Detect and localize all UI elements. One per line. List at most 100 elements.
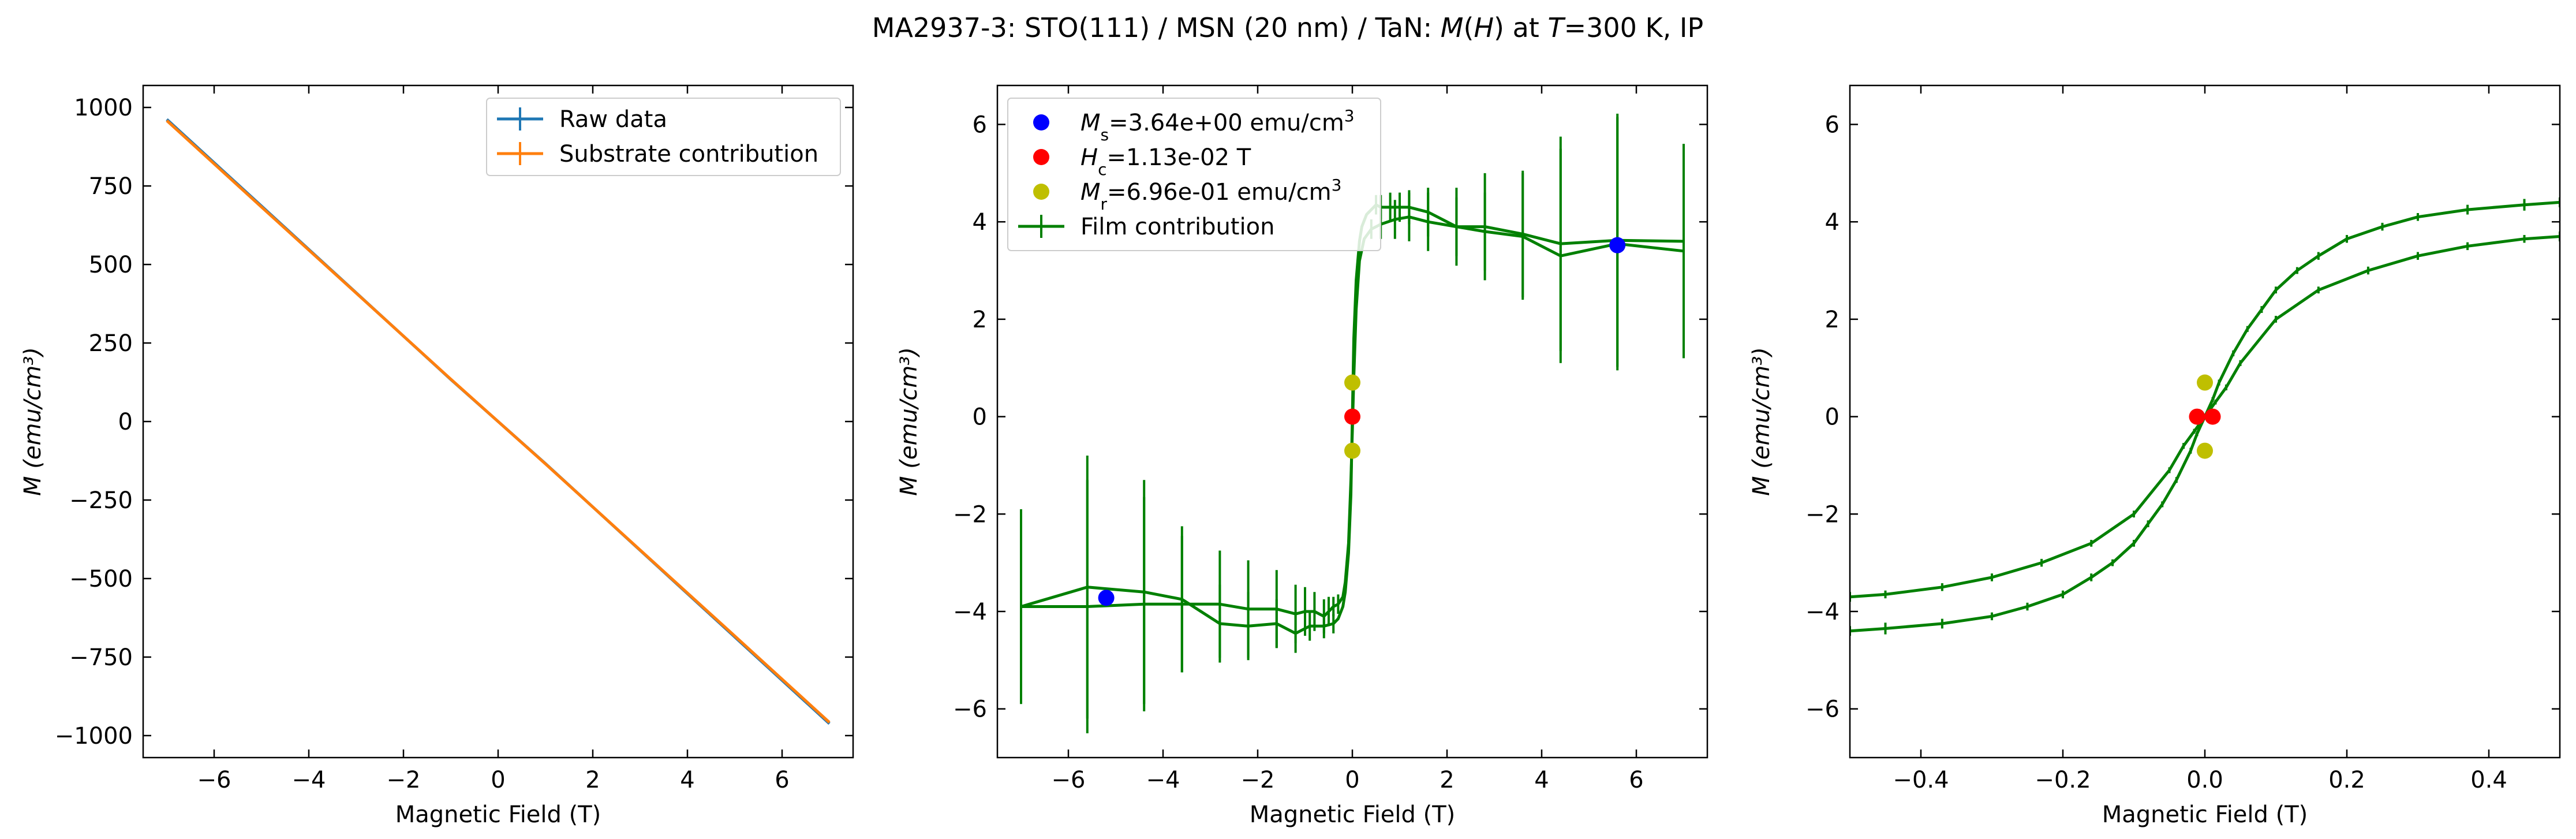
marker-point: [1609, 237, 1626, 253]
x-tick-label: −2: [1241, 767, 1275, 793]
y-tick-label: −2: [1805, 501, 1840, 528]
y-tick-label: 6: [973, 111, 987, 138]
y-tick-label: −6: [953, 696, 987, 723]
x-tick-label: 0.4: [2470, 767, 2507, 793]
text-part: H: [1474, 12, 1494, 43]
text-part: 3: [1332, 176, 1342, 195]
legend-marker: [1033, 114, 1049, 130]
y-tick-label: −1000: [55, 723, 133, 749]
x-tick-label: 6: [775, 767, 789, 793]
panel-2: −6 −4 −2 0 2 4 6 −6 −4 −2 0 2 4 6 Magnetic Field (T) M …: [896, 84, 1708, 828]
legend-label: Substrate contribution: [559, 141, 818, 167]
y-axis-label: M (emu/cm³): [1748, 347, 1775, 496]
text-part: =300 K, IP: [1564, 12, 1704, 43]
legend: Raw data Substrate contribution: [486, 98, 841, 176]
text-part: H: [1081, 144, 1098, 171]
series-film-loop: [1850, 197, 2560, 636]
y-tick-label: 2: [1825, 307, 1840, 333]
text-part: r: [1101, 195, 1108, 214]
plot-area: [166, 118, 831, 725]
x-tick-label: −2: [387, 767, 421, 793]
y-tick-label: −2: [953, 501, 987, 528]
x-tick-label: 4: [680, 767, 694, 793]
plot-area: [1850, 197, 2560, 636]
x-tick-label: 2: [585, 767, 600, 793]
marker-point: [2189, 408, 2205, 425]
x-tick-label: 0.0: [2186, 767, 2223, 793]
text-part: M: [1081, 110, 1101, 136]
legend-label: Raw data: [559, 106, 667, 133]
x-axis-label: Magnetic Field (T): [395, 801, 601, 828]
legend-box: [486, 98, 841, 176]
x-tick-label: −6: [197, 767, 231, 793]
y-tick-label: 4: [1825, 209, 1840, 236]
text-part: =1.13e-02 T: [1106, 144, 1251, 171]
series-line: [166, 120, 831, 724]
text-part: Film contribution: [1081, 214, 1274, 240]
marker-point: [1098, 590, 1115, 606]
figure-title: MA2937-3: STO(111) / MSN (20 nm) / TaN: …: [872, 12, 1704, 43]
y-tick-label: −6: [1805, 696, 1840, 723]
y-tick-label: −250: [69, 487, 133, 514]
x-axis-label: Magnetic Field (T): [1250, 801, 1456, 828]
legend-label: Film contribution: [1081, 214, 1274, 240]
y-tick-label: −500: [69, 566, 133, 592]
x-tick-label: −0.2: [2035, 767, 2091, 793]
legend-box: [1007, 98, 1381, 251]
y-tick-label: −4: [1805, 599, 1840, 625]
x-tick-label: −6: [1052, 767, 1086, 793]
x-tick-label: −4: [1146, 767, 1180, 793]
text-part: 3: [1344, 106, 1355, 125]
series-line: [1020, 203, 1684, 635]
x-axis-label: Magnetic Field (T): [2102, 801, 2308, 828]
x-tick-label: 4: [1534, 767, 1549, 793]
x-tick-label: 6: [1629, 767, 1643, 793]
y-tick-label: 0: [1825, 404, 1840, 431]
marker-point: [1344, 374, 1360, 391]
y-tick-label: 500: [89, 252, 133, 278]
legend-marker: [1033, 149, 1049, 165]
x-tick-label: −4: [292, 767, 326, 793]
y-tick-label: 0: [118, 409, 133, 435]
x-tick-label: 0: [491, 767, 505, 793]
panel-3: −0.4 −0.2 0.0 0.2 0.4 −6 −4 −2 0 2 4 6 Magnetic Fiel…: [1748, 84, 2561, 828]
text-part: s: [1101, 125, 1109, 144]
y-tick-label: 2: [973, 307, 987, 333]
x-tick-label: 0: [1345, 767, 1359, 793]
series-substrate-contribution: [166, 120, 831, 724]
y-tick-label: 750: [89, 173, 133, 200]
marker-point: [1344, 442, 1360, 459]
y-tick-label: −750: [69, 644, 133, 671]
text-part: M: [1081, 179, 1101, 206]
x-tick-label: 0.2: [2328, 767, 2365, 793]
text-part: (: [1463, 12, 1474, 43]
text-part: M: [1441, 12, 1464, 43]
marker-point: [1344, 408, 1360, 425]
marker-point: [2204, 408, 2221, 425]
x-tick-label: −0.4: [1893, 767, 1949, 793]
text-part: T: [1547, 12, 1566, 43]
legend-label: Ms=3.64e+00 emu/cm3: [1081, 106, 1355, 144]
text-part: MA2937-3: STO(111) / MSN (20 nm) / TaN:: [872, 12, 1441, 43]
legend-marker: [1033, 184, 1049, 200]
y-tick-label: 6: [1825, 111, 1840, 138]
y-tick-label: 1000: [74, 95, 133, 121]
text-part: =3.64e+00 emu/cm: [1109, 110, 1344, 136]
panel-1: −6 −4 −2 0 2 4 6 −1000 −750 −500 −250 0 250 500 750 100…: [20, 84, 854, 828]
legend-label: Mr=6.96e-01 emu/cm3: [1081, 176, 1341, 214]
y-axis-label: M (emu/cm³): [20, 347, 46, 496]
marker-point: [2197, 374, 2213, 391]
legend-label: Hc=1.13e-02 T: [1081, 144, 1251, 179]
text-part: ) at: [1494, 12, 1547, 43]
text-part: c: [1098, 160, 1106, 179]
y-tick-label: −4: [953, 599, 987, 625]
y-axis-label: M (emu/cm³): [896, 347, 922, 496]
x-tick-label: 2: [1440, 767, 1454, 793]
text-part: =6.96e-01 emu/cm: [1107, 179, 1332, 206]
y-tick-label: 250: [89, 330, 133, 357]
y-tick-label: 4: [973, 209, 987, 236]
marker-point: [2197, 442, 2213, 459]
y-tick-label: 0: [973, 404, 987, 431]
